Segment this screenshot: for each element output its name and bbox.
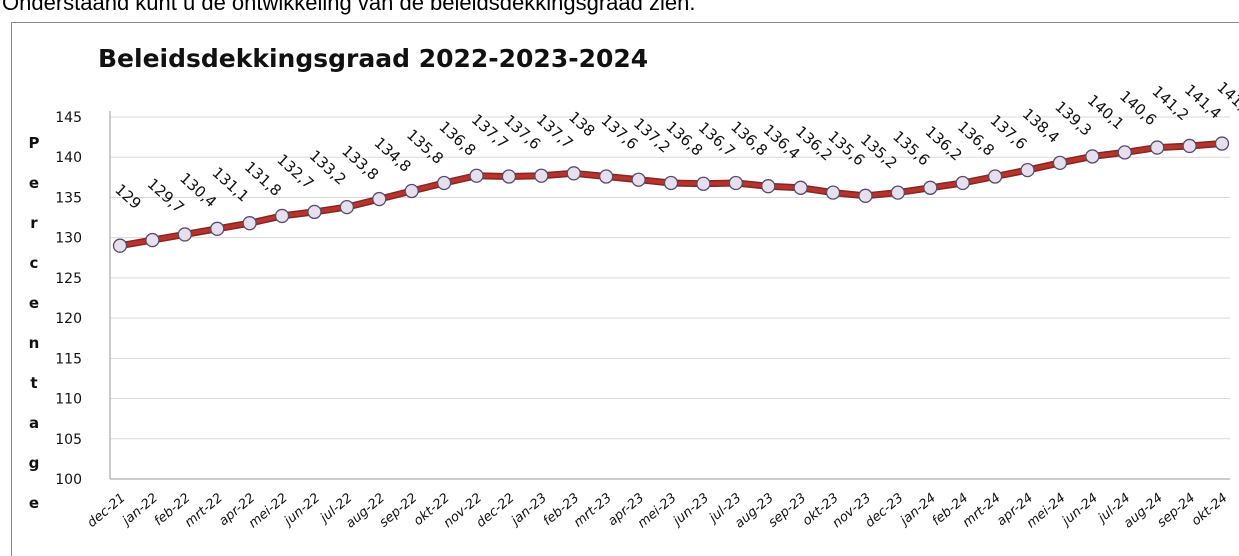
data-point [145,232,160,248]
data-labels: 129 129,7130,4131,1131,8132,7133,2133,813… [111,78,1239,217]
data-point [987,169,1003,184]
data-point [274,208,290,224]
data-point [858,188,873,203]
y-tick-label: 115 [55,351,82,367]
y-axis-label-letter: a [29,414,39,432]
gridlines [109,111,1230,480]
y-axis-label-letter: e [29,174,39,192]
data-point [890,185,906,200]
data-point [1150,140,1165,155]
y-tick-label: 130 [55,231,82,247]
data-point [242,216,257,231]
data-point [307,204,322,220]
data-point [663,175,679,191]
x-tick-label: okt-24 [1189,491,1231,529]
y-axis-label-letter: e [29,494,39,512]
y-axis-ticks: 100 105 110 115 120 125 130 135 140 145 [55,110,82,488]
data-point [501,169,517,184]
y-axis-label: Pe r c e n t a g e [29,134,40,512]
data-point [372,191,387,207]
data-point [825,185,841,200]
x-tick-label: dec-21 [85,491,129,531]
y-axis-label-letter: r [30,214,38,232]
y-axis-label-letter: g [29,454,40,472]
data-point [599,169,614,184]
intro-text: Onderstaand kunt u de ontwikkeling van d… [2,0,696,15]
data-point [404,183,419,199]
y-tick-label: 120 [55,311,82,327]
data-point [1085,149,1100,164]
y-axis-label-letter: c [30,254,39,272]
data-point [1182,138,1197,154]
chart-title: Beleidsdekkingsgraad 2022-2023-2024 [98,44,648,73]
y-axis-label-letter: P [29,134,40,152]
x-axis-ticks: dec-21jan-22feb-22mrt-22apr-22mei-22jun-… [85,491,1231,532]
data-label: 129 [111,180,144,213]
data-point [955,175,970,191]
y-axis-label-letter: n [29,334,40,352]
x-tick-label: jun-23 [669,491,712,530]
data-point [1117,145,1132,160]
y-tick-label: 135 [55,190,82,206]
line-chart: Beleidsdekkingsgraad 2022-2023-2024 Pe r c… [29,44,1239,532]
x-tick-label: jan-23 [507,491,550,530]
data-point [534,168,549,183]
y-tick-label: 140 [55,150,82,166]
x-tick-label: jan-24 [896,491,939,530]
data-point [728,175,743,191]
y-axis-label-letter: t [30,374,37,392]
x-tick-label: sep-22 [377,491,421,531]
x-tick-label: jun-22 [280,491,323,530]
data-point [793,180,808,195]
data-point [112,238,128,253]
data-point [177,227,192,242]
y-axis-label-letter: e [29,294,39,312]
data-point [1020,162,1035,178]
data-point [761,179,776,194]
data-point [923,180,938,195]
data-point [339,199,355,215]
data-point [1214,136,1230,151]
data-point [631,172,646,187]
y-tick-label: 100 [55,472,82,488]
data-point [1052,155,1068,171]
data-point [566,166,581,181]
y-tick-label: 110 [55,392,82,408]
data-markers [112,136,1230,253]
data-point [210,221,225,236]
data-point [436,175,452,191]
x-tick-label: jan-22 [118,491,161,530]
y-tick-label: 105 [55,432,82,448]
y-tick-label: 145 [55,110,82,126]
data-point [469,168,484,183]
y-tick-label: 125 [55,271,82,287]
data-point [696,176,711,191]
x-tick-label: jun-24 [1058,491,1101,530]
